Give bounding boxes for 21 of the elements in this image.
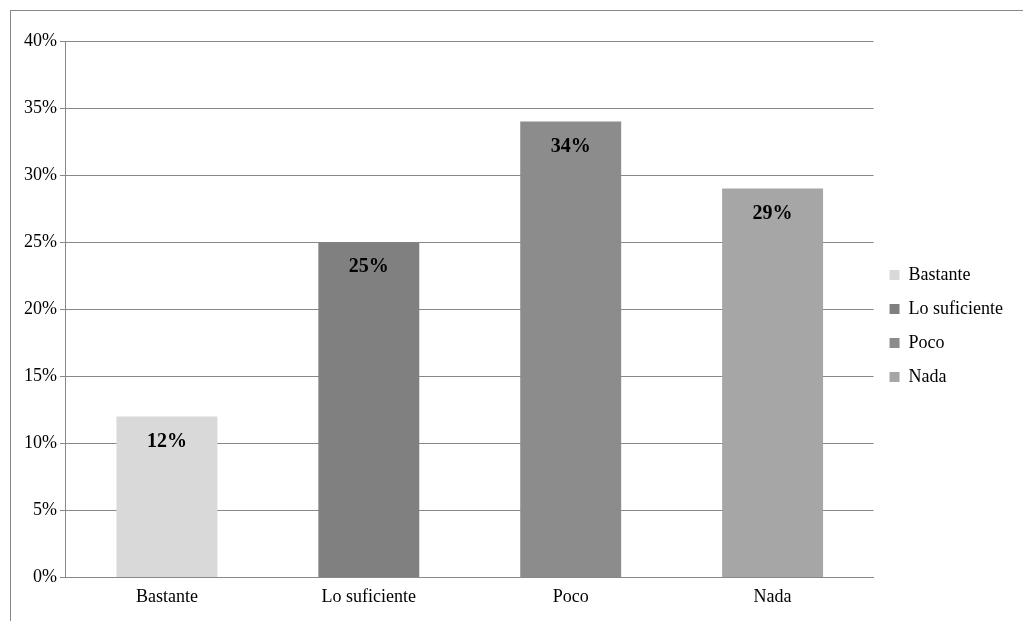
legend-label: Bastante xyxy=(908,263,971,284)
y-tick-label: 0% xyxy=(32,566,57,587)
data-label: 34% xyxy=(550,133,591,156)
y-tick-label: 20% xyxy=(23,297,57,318)
data-label: 12% xyxy=(146,428,187,451)
x-tick-label: Lo suficiente xyxy=(321,585,417,606)
x-tick-label: Nada xyxy=(753,585,792,606)
y-tick-label: 10% xyxy=(23,432,57,453)
x-tick-label: Poco xyxy=(552,585,589,606)
legend-label: Poco xyxy=(908,331,945,352)
data-label: 29% xyxy=(752,200,793,223)
data-label: 25% xyxy=(348,254,389,277)
x-tick-label: Bastante xyxy=(135,585,198,606)
y-tick-label: 5% xyxy=(32,499,57,520)
y-tick-label: 25% xyxy=(23,230,57,251)
y-tick-label: 15% xyxy=(23,364,57,385)
y-tick-label: 35% xyxy=(23,96,57,117)
y-tick-label: 30% xyxy=(23,163,57,184)
legend-label: Lo suficiente xyxy=(908,297,1004,318)
y-tick-label: 40% xyxy=(23,29,57,50)
legend-label: Nada xyxy=(908,365,947,386)
